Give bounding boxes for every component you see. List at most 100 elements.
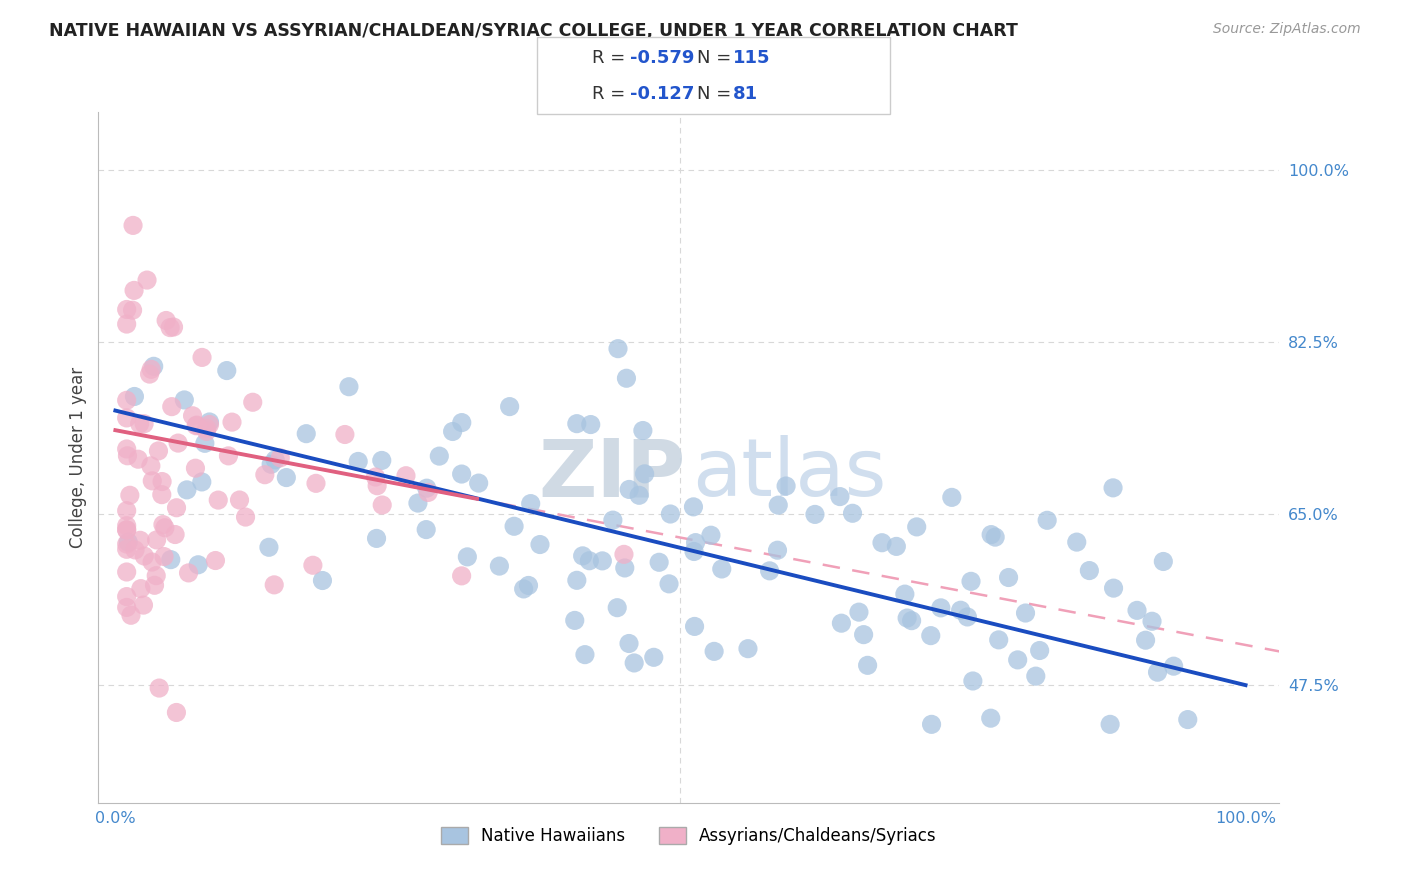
Point <box>221 415 243 429</box>
Point <box>1014 606 1036 620</box>
Point <box>138 367 160 381</box>
Point <box>173 392 195 407</box>
Point <box>115 518 138 533</box>
Point <box>685 535 707 549</box>
Point <box>121 303 143 318</box>
Point <box>115 302 138 317</box>
Point <box>155 313 177 327</box>
Point <box>602 513 624 527</box>
Point <box>980 527 1002 541</box>
Point <box>159 552 181 566</box>
Point <box>260 457 283 471</box>
Point <box>616 371 638 385</box>
Point <box>124 543 146 558</box>
Point <box>987 632 1010 647</box>
Point <box>852 627 875 641</box>
Point <box>302 558 325 573</box>
Point <box>956 610 979 624</box>
Point <box>141 474 163 488</box>
Point <box>841 506 863 520</box>
Point <box>195 425 218 439</box>
Point <box>122 219 145 233</box>
Point <box>115 317 138 331</box>
Point <box>1102 481 1125 495</box>
Point <box>159 320 181 334</box>
Point <box>347 454 370 468</box>
Point <box>134 549 156 563</box>
Point <box>617 483 640 497</box>
Point <box>204 553 226 567</box>
Point <box>176 483 198 497</box>
Point <box>162 320 184 334</box>
Point <box>305 476 328 491</box>
Point <box>228 493 250 508</box>
Point <box>215 363 238 377</box>
Point <box>1177 713 1199 727</box>
Point <box>565 574 588 588</box>
Point <box>427 449 450 463</box>
Point <box>165 706 187 720</box>
Point <box>139 458 162 473</box>
Point <box>441 425 464 439</box>
Point <box>905 520 928 534</box>
Point <box>920 629 942 643</box>
Point <box>1066 535 1088 549</box>
Point <box>683 544 706 558</box>
Point <box>607 342 630 356</box>
Point <box>450 569 472 583</box>
Point <box>565 417 588 431</box>
Point <box>886 540 908 554</box>
Point <box>145 533 167 547</box>
Point <box>333 427 356 442</box>
Point <box>700 528 723 542</box>
Point <box>115 590 138 604</box>
Point <box>115 411 138 425</box>
Point <box>118 488 141 502</box>
Point <box>198 417 221 432</box>
Point <box>257 541 280 555</box>
Point <box>1126 603 1149 617</box>
Point <box>124 389 146 403</box>
Point <box>165 527 187 541</box>
Point <box>613 547 636 561</box>
Point <box>184 418 207 433</box>
Point <box>1025 669 1047 683</box>
Point <box>152 517 174 532</box>
Point <box>120 608 142 623</box>
Point <box>659 507 682 521</box>
Text: -0.579: -0.579 <box>630 49 695 67</box>
Point <box>145 568 167 582</box>
Point <box>949 603 972 617</box>
Text: 81: 81 <box>733 85 758 103</box>
Point <box>900 614 922 628</box>
Point <box>467 476 489 491</box>
Point <box>337 380 360 394</box>
Point <box>962 673 984 688</box>
Point <box>115 523 138 537</box>
Point <box>264 453 287 467</box>
Point <box>512 582 534 596</box>
Point <box>1135 633 1157 648</box>
Point <box>128 417 150 431</box>
Point <box>186 418 208 433</box>
Point <box>142 359 165 374</box>
Point <box>167 436 190 450</box>
Point <box>150 475 173 489</box>
Point <box>153 549 176 564</box>
Point <box>894 587 917 601</box>
Point <box>115 542 138 557</box>
Point <box>129 582 152 596</box>
Point <box>617 636 640 650</box>
Point <box>498 400 520 414</box>
Point <box>148 443 170 458</box>
Point <box>631 424 654 438</box>
Point <box>191 475 214 489</box>
Point <box>606 600 628 615</box>
Point <box>997 570 1019 584</box>
Point <box>115 565 138 579</box>
Point <box>416 481 439 495</box>
Point <box>366 479 388 493</box>
Point <box>276 470 298 484</box>
Point <box>364 470 387 484</box>
Point <box>406 496 429 510</box>
